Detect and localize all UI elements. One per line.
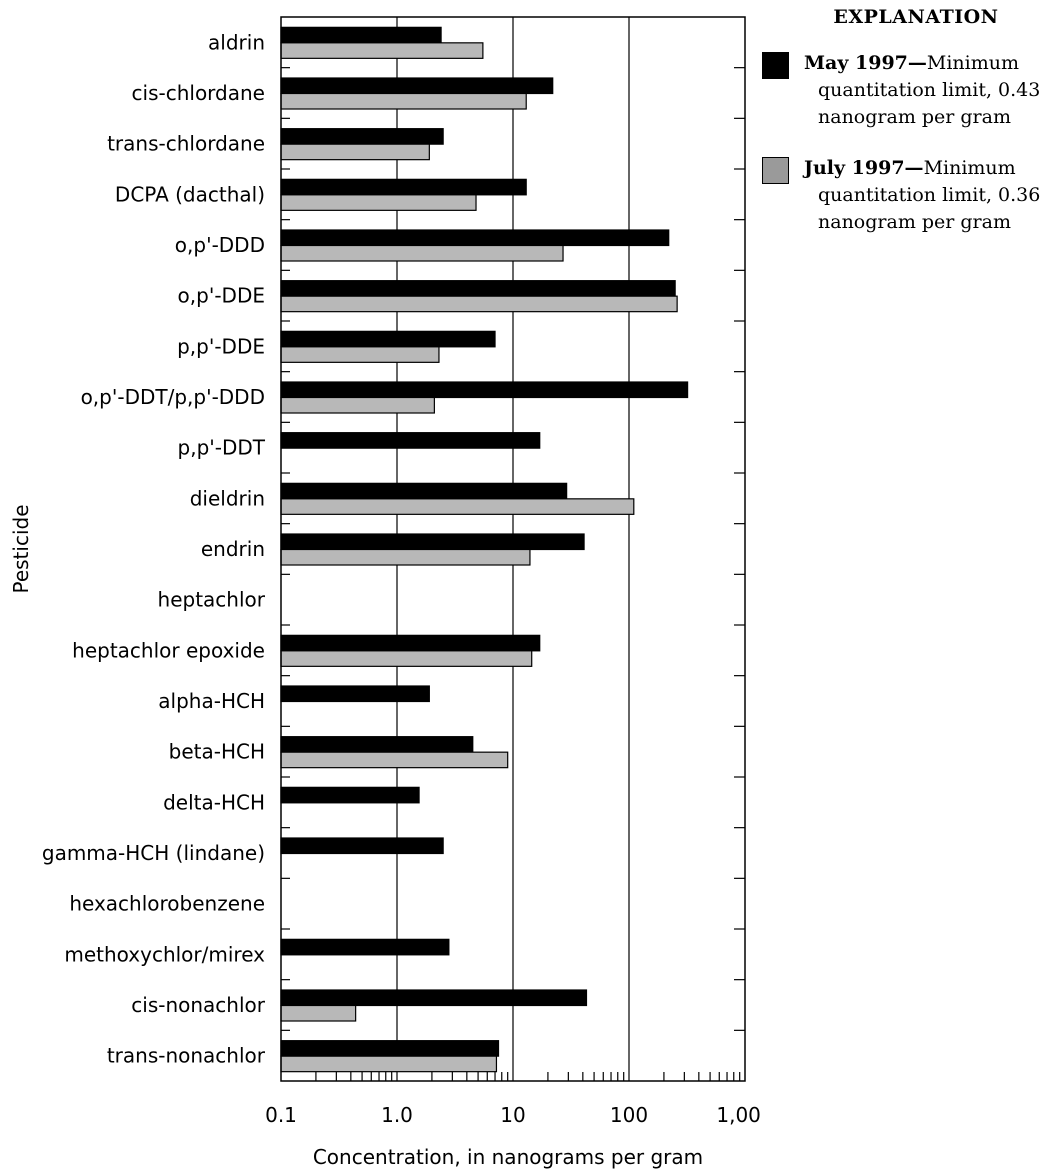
legend-item-july-rest: quantitation limit, 0.36 nanogram per gr… — [818, 184, 1041, 233]
x-tick-label: 0.1 — [265, 1103, 297, 1127]
legend: EXPLANATION May 1997—Minimum quantitatio… — [762, 6, 1062, 260]
bar-may-20 — [280, 1040, 500, 1057]
y-axis-title: Pesticide — [9, 504, 33, 593]
bar-may-14 — [280, 736, 474, 753]
category-label: trans-chlordane — [107, 132, 265, 156]
legend-swatch-july — [762, 157, 789, 184]
bar-july-2 — [280, 143, 430, 161]
category-label: hexachlorobenzene — [69, 892, 265, 916]
category-label: aldrin — [208, 30, 265, 54]
bar-chart: aldrin cis-chlordane trans-chlordane DCPA (… — [9, 16, 760, 1169]
bar-may-19 — [280, 989, 588, 1007]
bar-may-7 — [280, 381, 689, 399]
bar-july-6 — [280, 346, 440, 363]
legend-item-may: May 1997—Minimum quantitation limit, 0.4… — [762, 50, 1062, 131]
bar-july-19 — [280, 1004, 357, 1022]
legend-item-may-head: May 1997— — [804, 52, 927, 74]
bar-may-9 — [280, 482, 568, 500]
bar-july-20 — [280, 1055, 498, 1073]
bar-may-3 — [280, 178, 527, 196]
bar-may-18 — [280, 938, 450, 956]
legend-item-july-head: July 1997— — [804, 157, 924, 179]
bar-july-3 — [280, 194, 477, 211]
bar-may-13 — [280, 685, 430, 703]
bars-group — [280, 26, 689, 1073]
category-label: trans-nonachlor — [107, 1044, 266, 1068]
bar-may-10 — [280, 533, 585, 551]
x-axis-ticks — [281, 67, 745, 1081]
bar-may-8 — [280, 432, 541, 449]
bar-may-1 — [280, 77, 554, 95]
category-label: o,p'-DDE — [178, 284, 265, 308]
category-label: o,p'-DDD — [175, 233, 265, 257]
bar-may-12 — [280, 634, 541, 652]
plot-frame — [280, 16, 746, 1082]
bar-may-5 — [280, 280, 676, 297]
x-tick-label: 1.0 — [381, 1103, 413, 1127]
x-axis-title: Concentration, in nanograms per gram — [313, 1145, 703, 1169]
bar-july-4 — [280, 244, 564, 262]
category-label: methoxychlor/mirex — [64, 942, 265, 966]
category-label: cis-chlordane — [132, 81, 265, 105]
category-label: alpha-HCH — [158, 689, 265, 713]
category-label: endrin — [201, 537, 265, 561]
bar-july-9 — [280, 498, 635, 515]
category-label: heptachlor — [158, 588, 266, 612]
legend-item-july: July 1997—Minimum quantitation limit, 0.… — [762, 155, 1062, 236]
bar-may-0 — [280, 26, 442, 44]
bar-july-10 — [280, 548, 531, 566]
legend-item-may-rest: quantitation limit, 0.43 nanogram per gr… — [818, 79, 1041, 128]
legend-item-july-first: Minimum — [923, 157, 1016, 179]
category-label: p,p'-DDT — [178, 436, 266, 460]
category-labels: aldrin cis-chlordane trans-chlordane DCPA (… — [42, 30, 266, 1067]
bar-july-0 — [280, 42, 484, 59]
category-label: heptachlor epoxide — [72, 638, 265, 662]
bar-may-16 — [280, 837, 444, 855]
category-label: gamma-HCH (lindane) — [42, 841, 265, 865]
category-label: beta-HCH — [169, 740, 265, 764]
legend-item-may-first: Minimum — [926, 52, 1020, 74]
category-label: dieldrin — [190, 486, 265, 510]
bar-july-1 — [280, 92, 527, 110]
legend-swatch-may — [762, 52, 789, 79]
category-label: p,p'-DDE — [177, 334, 265, 358]
bar-july-5 — [280, 295, 678, 313]
category-label: cis-nonachlor — [131, 993, 265, 1017]
x-tick-label: 10 — [500, 1103, 525, 1127]
bar-may-15 — [280, 786, 420, 804]
bar-july-7 — [280, 396, 435, 414]
legend-title: EXPLANATION — [833, 6, 999, 28]
bar-july-12 — [280, 650, 533, 667]
bar-may-2 — [280, 128, 444, 145]
category-label: DCPA (dacthal) — [115, 182, 265, 206]
bar-may-4 — [280, 229, 670, 247]
category-label: delta-HCH — [163, 790, 265, 814]
bar-may-6 — [280, 330, 496, 348]
x-tick-label: 100 — [610, 1103, 648, 1127]
x-tick-label: 1,000 — [716, 1103, 760, 1127]
bar-july-14 — [280, 751, 509, 769]
category-label: o,p'-DDT/p,p'-DDD — [81, 385, 265, 409]
x-tick-labels: 0.1 1.0 10 100 1,000 — [265, 1103, 760, 1127]
